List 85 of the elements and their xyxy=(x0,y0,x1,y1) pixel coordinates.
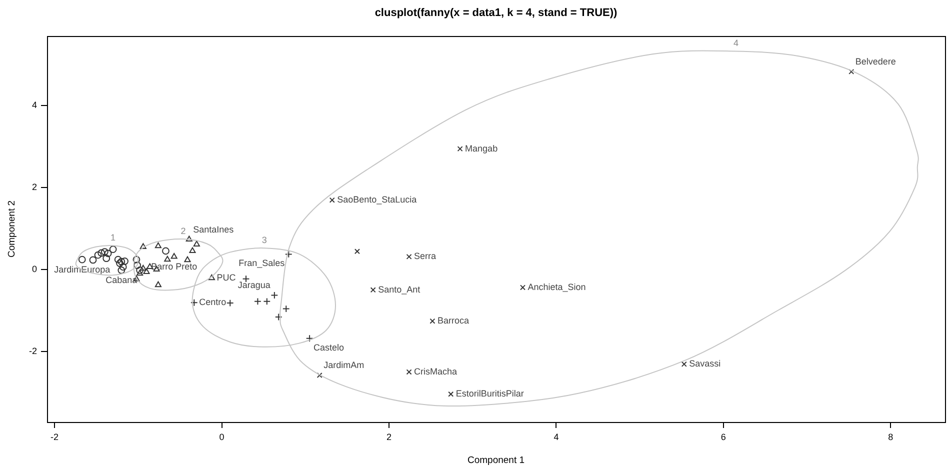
point xyxy=(89,256,97,264)
x-tick-label: 0 xyxy=(219,432,224,442)
annotation: Belvedere xyxy=(855,56,896,67)
annotation: CrisMacha xyxy=(414,366,458,376)
y-tick-label: 4 xyxy=(32,100,37,110)
point xyxy=(406,254,412,260)
point xyxy=(193,240,200,246)
point xyxy=(681,361,687,367)
annotation: Castelo xyxy=(314,342,344,352)
annotation: JardimAm xyxy=(324,360,364,370)
point xyxy=(370,287,376,293)
point xyxy=(100,248,108,256)
point xyxy=(316,372,322,378)
annotation: SantaInes xyxy=(193,224,234,234)
point xyxy=(520,284,526,290)
annotation: Centro xyxy=(199,297,226,308)
annotation: Jaragua xyxy=(238,280,270,290)
annotation: 3 xyxy=(262,235,267,246)
point xyxy=(189,247,196,254)
point xyxy=(848,68,854,74)
annotation: Barro Preto xyxy=(151,262,198,272)
point xyxy=(119,263,127,271)
point xyxy=(134,262,141,270)
point xyxy=(186,236,192,242)
y-tick-label: 0 xyxy=(32,264,37,274)
point xyxy=(162,247,170,255)
point xyxy=(132,256,140,264)
point xyxy=(263,298,271,306)
point xyxy=(208,274,215,280)
point xyxy=(136,270,144,276)
annotation: Serra xyxy=(414,251,436,262)
point xyxy=(448,391,454,397)
point xyxy=(118,258,126,266)
annotation: Barroca xyxy=(437,316,469,326)
x-axis-title: Component 1 xyxy=(467,454,525,466)
x-tick-label: 2 xyxy=(386,432,392,442)
point xyxy=(270,292,278,299)
point xyxy=(116,260,124,267)
point xyxy=(94,251,102,259)
point xyxy=(143,268,150,274)
y-tick-label: 2 xyxy=(32,182,37,192)
point xyxy=(406,369,412,375)
annotation: Santo_Ant xyxy=(378,284,421,294)
annotation: EstorilBuritisPilar xyxy=(456,388,524,399)
point xyxy=(104,250,112,258)
point xyxy=(78,256,86,264)
point xyxy=(329,197,335,203)
point xyxy=(140,243,146,249)
annotation: 4 xyxy=(733,38,738,48)
point xyxy=(118,266,126,274)
point xyxy=(98,249,106,257)
point xyxy=(136,266,144,274)
point xyxy=(164,256,171,262)
point xyxy=(457,146,463,152)
point xyxy=(282,305,290,312)
point xyxy=(114,256,122,264)
x-tick-label: -2 xyxy=(50,432,59,442)
point xyxy=(354,248,360,254)
point xyxy=(430,318,436,324)
annotation: Savassi xyxy=(689,358,721,369)
point xyxy=(154,281,162,288)
point xyxy=(109,246,117,254)
point xyxy=(121,258,128,265)
y-axis-title: Component 2 xyxy=(6,200,18,258)
x-tick-label: 6 xyxy=(720,432,726,442)
annotation: JardimEuropa xyxy=(54,264,110,275)
point xyxy=(140,264,146,271)
point xyxy=(254,298,262,306)
annotation: 2 xyxy=(180,226,186,236)
x-tick-label: 4 xyxy=(554,432,559,442)
annotation: Cabana xyxy=(106,275,138,286)
point xyxy=(190,298,198,306)
point xyxy=(102,254,110,262)
y-tick-label: -2 xyxy=(28,346,37,356)
annotation: PUC xyxy=(216,272,236,283)
chart-title: clusplot(fanny(x = data1, k = 4, stand = TRUE)) xyxy=(374,7,618,20)
annotation: Mangab xyxy=(465,143,498,154)
point xyxy=(184,256,191,262)
annotation: Anchieta_Sion xyxy=(528,282,586,292)
annotation: SaoBento_StaLucia xyxy=(337,194,417,205)
annotation: 1 xyxy=(110,232,116,243)
annotation: Fran_Sales xyxy=(238,258,286,268)
point xyxy=(154,242,162,248)
point xyxy=(170,252,178,259)
x-tick-label: 8 xyxy=(888,432,894,442)
